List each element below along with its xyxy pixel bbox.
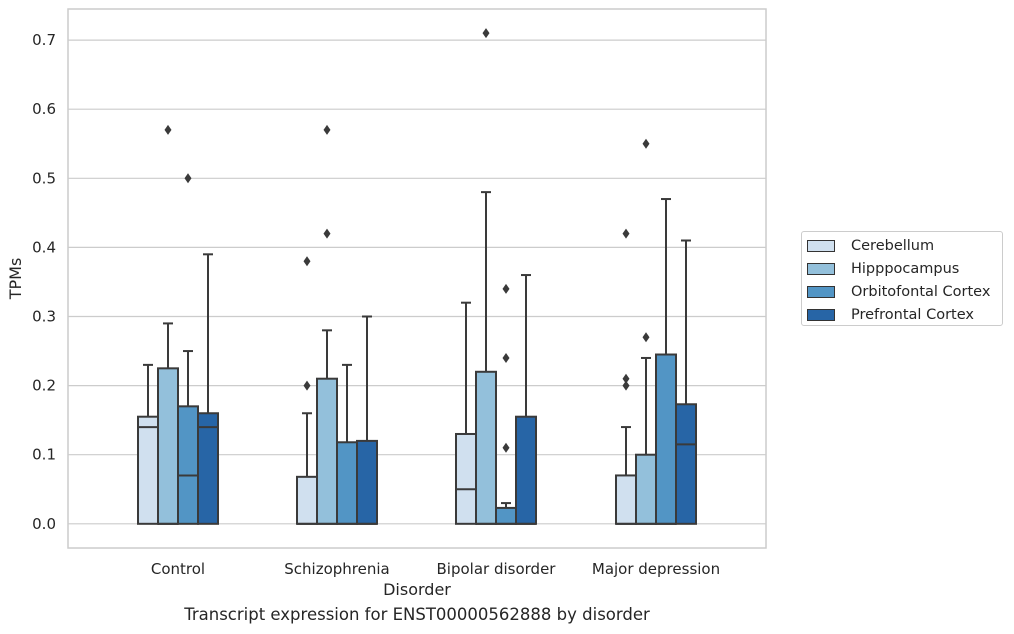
outlier-point [642, 332, 650, 343]
legend-label: Prefrontal Cortex [851, 306, 974, 323]
y-tick-label: 0.3 [32, 308, 56, 326]
box-body [316, 377, 338, 525]
box-body [635, 453, 657, 525]
legend-swatch [807, 308, 835, 321]
legend-swatch [807, 240, 835, 253]
outlier-point [622, 228, 630, 239]
box-body [336, 441, 358, 525]
box-body [356, 439, 378, 525]
y-tick-label: 0.6 [32, 100, 56, 118]
plot-area-frame [67, 8, 767, 549]
box-cerebellum-0 [137, 363, 159, 525]
y-tick-label: 0.5 [32, 169, 56, 187]
box-body [615, 474, 637, 525]
box-prefrontal-cortex-1 [356, 315, 378, 525]
box-body [197, 412, 219, 525]
outlier-point [502, 442, 510, 453]
box-prefrontal-cortex-0 [197, 253, 219, 525]
box-body [475, 370, 497, 525]
y-axis-title: TPMs [6, 258, 25, 301]
box-body [177, 405, 199, 525]
legend-swatch [807, 263, 835, 276]
box-orbitofontal-cortex-2 [495, 283, 517, 525]
outlier-point [303, 256, 311, 267]
box-hipppocampus-0 [157, 124, 179, 525]
outlier-point [502, 352, 510, 363]
box-body [296, 475, 318, 525]
legend-swatch [807, 285, 835, 298]
box-hipppocampus-1 [316, 124, 338, 525]
legend: Cerebellum Hipppocampus Orbitofontal Corte… [801, 231, 1003, 326]
box-orbitofontal-cortex-0 [177, 173, 199, 525]
x-tick-label: Major depression [592, 560, 720, 578]
box-body [157, 367, 179, 525]
outlier-point [323, 228, 331, 239]
legend-label: Cerebellum [851, 238, 935, 255]
box-body [137, 415, 159, 525]
box-hipppocampus-2 [475, 28, 497, 525]
outlier-point [482, 28, 490, 39]
y-axis-ticks: 0.0 0.1 0.2 0.3 0.4 0.5 0.6 0.7 [32, 31, 56, 533]
outlier-point [323, 124, 331, 135]
box-body [515, 415, 537, 525]
outlier-point [502, 283, 510, 294]
box-cerebellum-1 [296, 256, 318, 525]
x-tick-label: Bipolar disorder [437, 560, 557, 578]
y-tick-label: 0.1 [32, 446, 56, 464]
legend-item: Prefrontal Cortex [807, 303, 1002, 326]
box-prefrontal-cortex-3 [675, 239, 697, 525]
legend-item: Cerebellum [807, 235, 1002, 258]
box-hipppocampus-3 [635, 138, 657, 525]
outlier-point [622, 373, 630, 384]
outlier-point [642, 138, 650, 149]
y-tick-label: 0.7 [32, 31, 56, 49]
x-axis-title: Disorder [383, 580, 451, 599]
legend-label: Orbitofontal Cortex [851, 283, 991, 300]
x-tick-label: Control [151, 560, 205, 578]
box-body [495, 506, 517, 525]
box-cerebellum-3 [615, 228, 637, 525]
chart-caption: Transcript expression for ENST0000056288… [184, 605, 650, 624]
box-prefrontal-cortex-2 [515, 274, 537, 525]
legend-item: Orbitofontal Cortex [807, 281, 1002, 304]
box-body [675, 403, 697, 525]
legend-label: Hipppocampus [851, 261, 960, 278]
box-body [655, 353, 677, 525]
x-axis-ticks: Control Schizophrenia Bipolar disorder Majo… [151, 560, 720, 578]
outlier-point [303, 380, 311, 391]
legend-item: Hipppocampus [807, 258, 1002, 281]
y-tick-label: 0.4 [32, 238, 56, 256]
box-cerebellum-2 [455, 301, 477, 525]
x-tick-label: Schizophrenia [284, 560, 389, 578]
outlier-point [164, 124, 172, 135]
box-orbitofontal-cortex-1 [336, 363, 358, 525]
y-tick-label: 0.2 [32, 377, 56, 395]
box-body [455, 432, 477, 525]
outlier-point [622, 380, 630, 391]
y-tick-label: 0.0 [32, 515, 56, 533]
outlier-point [184, 173, 192, 184]
boxes [137, 28, 697, 525]
